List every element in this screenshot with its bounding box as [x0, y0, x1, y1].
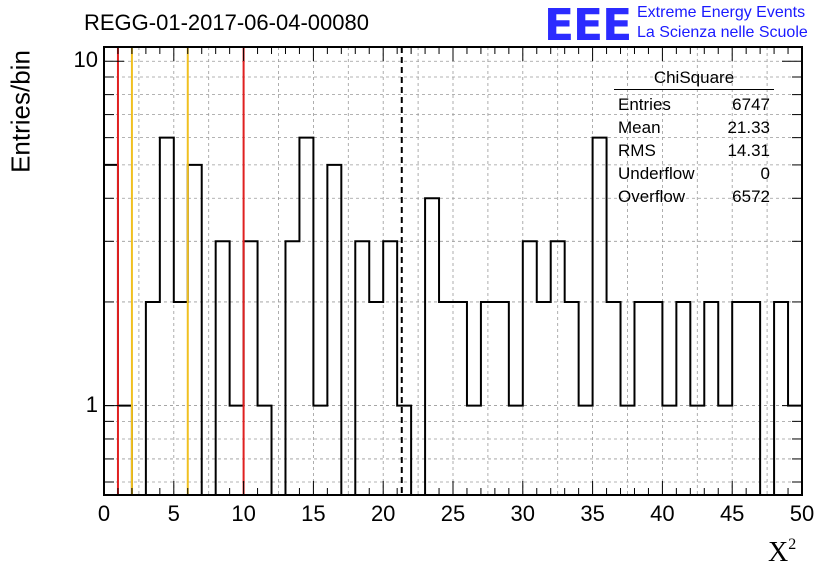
stats-value: 6572 [732, 186, 770, 209]
x-axis-label-text: X [768, 537, 788, 568]
x-tick-label: 5 [168, 501, 180, 527]
stats-label: Underflow [618, 163, 695, 186]
histogram-bin [579, 406, 593, 495]
x-tick-label: 40 [650, 501, 674, 527]
histogram-bin [383, 241, 397, 495]
histogram-bin [495, 302, 509, 495]
eee-logo: EEE [544, 0, 631, 51]
stats-name: ChiSquare [614, 68, 774, 90]
histogram-bin [439, 302, 453, 495]
x-axis-label: X2 [768, 536, 796, 569]
histogram-bin [774, 302, 788, 495]
histogram-bin [621, 406, 635, 495]
x-tick-label: 45 [720, 501, 744, 527]
histogram-bin [593, 138, 607, 495]
x-tick-label: 25 [441, 501, 465, 527]
histogram-bin [453, 302, 467, 495]
histogram-bin [607, 302, 621, 495]
x-tick-label: 15 [301, 501, 325, 527]
y-axis-label: Entries/bin [6, 47, 37, 177]
histogram-bin [146, 302, 160, 495]
chart-title: REGG-01-2017-06-04-00080 [84, 10, 369, 36]
histogram-bin [746, 302, 760, 495]
histogram-bin [467, 406, 481, 495]
histogram-bin [174, 302, 188, 495]
histogram-bin [230, 406, 244, 495]
stats-row-overflow: Overflow 6572 [614, 186, 774, 209]
histogram-bin [551, 241, 565, 495]
stats-value: 6747 [732, 94, 770, 117]
histogram-bin [327, 165, 341, 495]
stats-label: Overflow [618, 186, 685, 209]
stats-value: 21.33 [727, 117, 770, 140]
stats-label: Mean [618, 117, 661, 140]
histogram-bin [718, 406, 732, 495]
logo-line-1: Extreme Energy Events [637, 4, 805, 22]
histogram-bin [704, 302, 718, 495]
histogram-bin [369, 302, 383, 495]
histogram-bin [634, 302, 648, 495]
stats-row-rms: RMS 14.31 [614, 140, 774, 163]
histogram-bin [285, 241, 299, 495]
x-axis-label-sup: 2 [788, 536, 796, 553]
histogram-bin [509, 406, 523, 495]
histogram-bin [355, 241, 369, 495]
histogram-bin [690, 406, 704, 495]
x-tick-label: 0 [98, 501, 110, 527]
histogram-bin [732, 302, 746, 495]
stats-value: 0 [761, 163, 770, 186]
histogram-bin [313, 406, 327, 495]
x-tick-label: 35 [580, 501, 604, 527]
histogram-bin [244, 241, 258, 495]
stats-label: RMS [618, 140, 656, 163]
histogram-bin [216, 241, 230, 495]
logo-line-2: La Scienza nelle Scuole [637, 24, 808, 42]
histogram-bin [299, 138, 313, 495]
y-tick-label: 10 [58, 47, 98, 73]
x-tick-label: 50 [790, 501, 814, 527]
histogram-bin [523, 241, 537, 495]
histogram-bin [662, 406, 676, 495]
stats-row-entries: Entries 6747 [614, 94, 774, 117]
histogram-bin [676, 302, 690, 495]
stats-value: 14.31 [727, 140, 770, 163]
histogram-bin [481, 302, 495, 495]
histogram-bin [258, 406, 272, 495]
histogram-bin [425, 198, 439, 495]
y-tick-label: 1 [58, 392, 98, 418]
stats-label: Entries [618, 94, 671, 117]
histogram-bin [648, 302, 662, 495]
x-tick-label: 10 [231, 501, 255, 527]
histogram-bin [104, 165, 118, 495]
histogram-bin [537, 302, 551, 495]
stats-row-mean: Mean 21.33 [614, 117, 774, 140]
histogram-bin [118, 406, 132, 495]
histogram-bin [160, 138, 174, 495]
x-tick-label: 30 [511, 501, 535, 527]
histogram-bin [565, 302, 579, 495]
histogram-bin [188, 165, 202, 495]
histogram-bin [397, 406, 411, 495]
stats-box: ChiSquare Entries 6747 Mean 21.33 RMS 14.31… [614, 68, 774, 209]
stats-row-underflow: Underflow 0 [614, 163, 774, 186]
x-tick-label: 20 [371, 501, 395, 527]
